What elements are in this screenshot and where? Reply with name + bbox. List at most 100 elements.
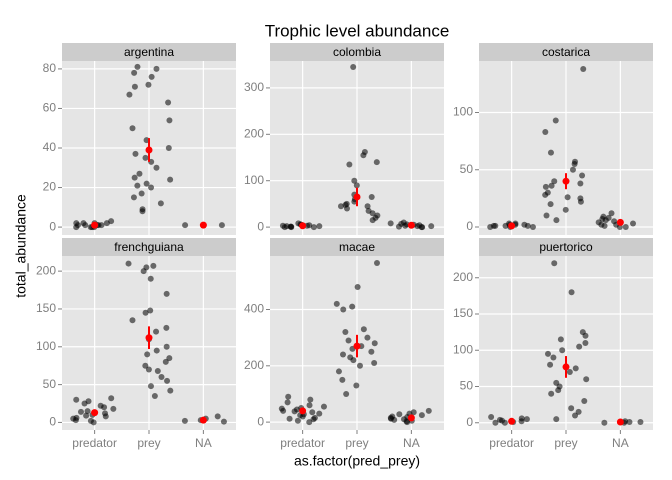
data-point (559, 347, 566, 354)
data-point (153, 164, 160, 171)
data-point (138, 190, 145, 197)
data-point (131, 174, 138, 181)
mean-point (508, 417, 516, 425)
mean-point (199, 221, 207, 229)
data-point (110, 405, 117, 412)
data-point (97, 402, 104, 409)
data-point (548, 390, 555, 397)
strip (479, 43, 653, 61)
data-point (153, 65, 160, 72)
data-point (72, 417, 79, 424)
y-tick-label: 300 (244, 80, 264, 94)
data-point (600, 213, 607, 220)
data-point (518, 415, 525, 422)
data-point (371, 340, 378, 347)
data-point (335, 368, 342, 375)
mean-point (353, 342, 361, 350)
data-point (167, 176, 174, 183)
data-point (134, 63, 141, 70)
data-point (73, 396, 80, 403)
data-point (551, 260, 558, 267)
mean-point (299, 222, 307, 230)
x-tick-label: predator (72, 436, 117, 450)
data-point (150, 262, 157, 269)
data-point (145, 366, 152, 373)
strip-label: costarica (542, 45, 590, 59)
data-point (387, 220, 394, 227)
data-point (344, 205, 351, 212)
data-point (425, 407, 432, 414)
data-point (373, 159, 380, 166)
data-point (360, 326, 367, 333)
data-point (125, 260, 132, 267)
data-point (147, 307, 154, 314)
data-point (346, 161, 353, 168)
data-point (398, 220, 405, 227)
x-tick-label: predator (489, 436, 534, 450)
data-point (343, 390, 350, 397)
data-point (166, 355, 173, 362)
data-point (353, 182, 360, 189)
data-point (552, 117, 559, 124)
x-tick-label: prey (137, 436, 160, 450)
data-point (284, 399, 291, 406)
data-point (151, 392, 158, 399)
mean-point (616, 218, 624, 226)
data-point (182, 222, 189, 229)
data-point (316, 410, 323, 417)
data-point (572, 412, 579, 419)
data-point (523, 416, 530, 423)
data-point (496, 416, 503, 423)
x-axis-title: as.factor(pred_prey) (294, 453, 420, 469)
data-point (307, 396, 314, 403)
data-point (542, 191, 549, 198)
data-point (143, 180, 150, 187)
data-point (410, 409, 417, 416)
mean-point (91, 221, 99, 229)
data-point (154, 367, 161, 374)
x-tick-label: prey (554, 436, 577, 450)
data-point (418, 412, 425, 419)
data-point (108, 395, 115, 402)
data-point (553, 416, 560, 423)
data-point (291, 408, 298, 415)
x-tick-label: prey (345, 436, 368, 450)
data-point (77, 408, 84, 415)
y-tick-label: 150 (453, 306, 473, 320)
data-point (130, 194, 137, 201)
strip (62, 238, 236, 256)
data-point (333, 300, 340, 307)
data-point (581, 398, 588, 404)
data-point (568, 405, 575, 412)
data-point (286, 415, 293, 422)
data-point (131, 69, 138, 76)
mean-point (199, 416, 207, 424)
data-point (306, 222, 313, 229)
data-point (310, 224, 317, 231)
data-point (369, 217, 376, 224)
data-point (278, 405, 285, 412)
data-point (279, 222, 286, 229)
data-point (350, 64, 357, 71)
data-point (132, 150, 139, 157)
data-point (360, 152, 367, 159)
data-point (345, 337, 352, 344)
data-point (167, 387, 174, 394)
data-point (547, 149, 554, 156)
data-point (340, 306, 347, 313)
data-point (564, 194, 571, 201)
data-point (582, 332, 589, 339)
y-tick-label: 400 (244, 302, 264, 316)
data-point (569, 166, 576, 173)
data-point (320, 403, 327, 410)
data-point (285, 393, 292, 400)
data-point (364, 203, 371, 210)
mean-point (508, 222, 516, 230)
data-point (157, 200, 164, 207)
data-point (542, 128, 549, 135)
data-point (166, 117, 173, 124)
data-point (306, 402, 313, 409)
y-tick-label: 200 (244, 126, 264, 140)
data-point (543, 212, 550, 219)
data-point (306, 419, 313, 426)
